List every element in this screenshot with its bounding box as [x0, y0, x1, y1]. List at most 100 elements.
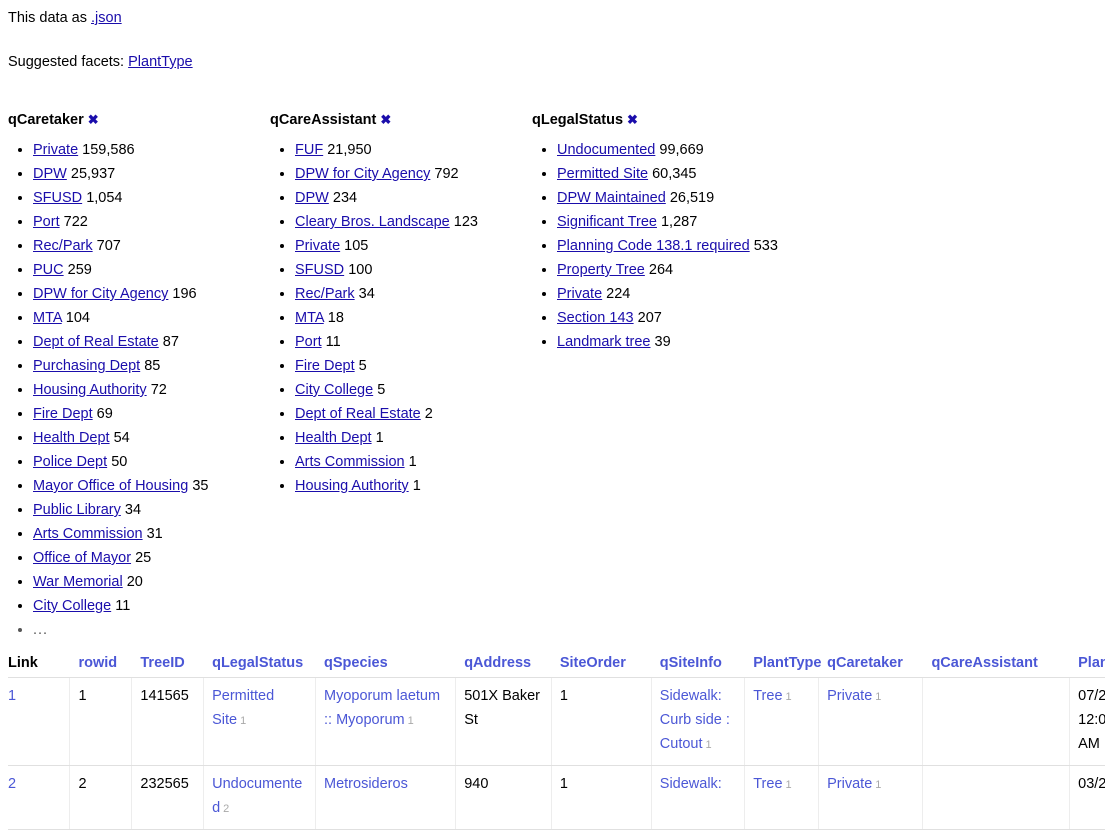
facet-item-count: 69: [96, 406, 113, 422]
json-link[interactable]: .json: [91, 10, 122, 26]
column-header-rowid[interactable]: rowid: [69, 655, 132, 678]
facet-item-count: 792: [434, 166, 459, 182]
cell-value-link[interactable]: Tree: [753, 688, 783, 704]
facet-item-link[interactable]: DPW for City Agency: [295, 166, 431, 182]
facet-item-link[interactable]: Police Dept: [33, 454, 108, 470]
column-header-qaddress[interactable]: qAddress: [455, 655, 552, 678]
facet-item: Private 105: [295, 234, 532, 258]
facet-item-link[interactable]: Housing Authority: [33, 382, 147, 398]
results-table: Link rowid TreeID qLegalStatus qSpecies …: [8, 655, 1105, 830]
facet-item-link[interactable]: Rec/Park: [295, 286, 355, 302]
cell-count: 1: [785, 691, 792, 703]
facet-item: War Memorial 20: [33, 570, 270, 594]
facet-item-link[interactable]: SFUSD: [33, 190, 83, 206]
facet-item-link[interactable]: Property Tree: [557, 262, 645, 278]
facet-item: Private 159,586: [33, 138, 270, 162]
facet-item: Fire Dept 69: [33, 402, 270, 426]
facet-item-link[interactable]: Health Dept: [295, 430, 372, 446]
facet-item-link[interactable]: Private: [557, 286, 603, 302]
facet-item: Health Dept 54: [33, 426, 270, 450]
column-header-qspecies[interactable]: qSpecies: [315, 655, 456, 678]
facet-item-link[interactable]: Office of Mayor: [33, 550, 132, 566]
facet-item-count: 34: [124, 502, 142, 518]
facet-item-link[interactable]: Mayor Office of Housing: [33, 478, 189, 494]
facet-item-link[interactable]: Cleary Bros. Landscape: [295, 214, 450, 230]
column-header-qsiteinfo[interactable]: qSiteInfo: [651, 655, 745, 678]
row-link[interactable]: 2: [8, 776, 17, 792]
cell-qcareassistant: [922, 677, 1071, 766]
facet-item-count: 159,586: [82, 142, 135, 158]
facet-item-link[interactable]: DPW for City Agency: [33, 286, 169, 302]
facet-item-link[interactable]: Public Library: [33, 502, 121, 518]
facet-item-link[interactable]: Private: [295, 238, 341, 254]
facet-item-link[interactable]: Purchasing Dept: [33, 358, 141, 374]
cell-value-link[interactable]: Tree: [753, 776, 783, 792]
facet-item: City College 5: [295, 378, 532, 402]
facet-item-link[interactable]: Planning Code 138.1 required: [557, 238, 750, 254]
cell-plantdate: 03/20/20: [1069, 765, 1105, 830]
column-header-treeid[interactable]: TreeID: [131, 655, 204, 678]
facet-item-link[interactable]: DPW: [295, 190, 329, 206]
facet-title-label: qCareAssistant: [270, 112, 377, 128]
facet-item-link[interactable]: Landmark tree: [557, 334, 651, 350]
facet-item-link[interactable]: Port: [33, 214, 60, 230]
facet-item: Section 143 207: [557, 306, 832, 330]
facet-item: FUF 21,950: [295, 138, 532, 162]
cell-planttype: Tree 1: [744, 677, 820, 766]
facet-close-icon[interactable]: ✖: [627, 112, 638, 127]
table-header-row: Link rowid TreeID qLegalStatus qSpecies …: [8, 655, 1105, 678]
facet-item: DPW for City Agency 792: [295, 162, 532, 186]
facet-item-count: 104: [65, 310, 90, 326]
results-table-wrapper[interactable]: Link rowid TreeID qLegalStatus qSpecies …: [8, 655, 1105, 830]
facet-item-link[interactable]: Rec/Park: [33, 238, 93, 254]
facet-item-link[interactable]: Fire Dept: [295, 358, 355, 374]
facet-item: Arts Commission 31: [33, 522, 270, 546]
facet-item-count: 224: [606, 286, 631, 302]
cell-value-link[interactable]: Sidewalk: Curb side : Cutout: [659, 688, 730, 752]
cell-value-link[interactable]: Permitted Site: [212, 688, 275, 728]
facet-item-link[interactable]: Dept of Real Estate: [295, 406, 421, 422]
column-header-planttype[interactable]: PlantType: [744, 655, 821, 678]
facet-item-link[interactable]: City College: [295, 382, 374, 398]
facet-item-link[interactable]: Arts Commission: [33, 526, 143, 542]
facet-item: Port 722: [33, 210, 270, 234]
facet-item-link[interactable]: Undocumented: [557, 142, 656, 158]
facet-item-link[interactable]: FUF: [295, 142, 324, 158]
cell-value-link[interactable]: Private: [827, 688, 873, 704]
facet-item-link[interactable]: DPW: [33, 166, 67, 182]
facet-item-link[interactable]: Housing Authority: [295, 478, 409, 494]
facet-item-link[interactable]: Section 143: [557, 310, 634, 326]
facet-item-link[interactable]: SFUSD: [295, 262, 345, 278]
column-header-qcareassistant[interactable]: qCareAssistant: [922, 655, 1070, 678]
facet-item-link[interactable]: Private: [33, 142, 79, 158]
facet-item-link[interactable]: MTA: [33, 310, 62, 326]
facet-title: qCaretaker ✖: [8, 112, 270, 128]
column-header-plantdate[interactable]: PlantDate: [1069, 655, 1105, 678]
cell-value-link[interactable]: Myoporum laetum :: Myoporum: [324, 688, 441, 728]
facet-item-link[interactable]: MTA: [295, 310, 324, 326]
facet-item-link[interactable]: Permitted Site: [557, 166, 649, 182]
facet-item: Fire Dept 5: [295, 354, 532, 378]
column-header-siteorder[interactable]: SiteOrder: [551, 655, 652, 678]
facet-item-link[interactable]: Arts Commission: [295, 454, 405, 470]
cell-value-link[interactable]: Sidewalk:: [659, 776, 722, 792]
cell-siteorder: 1: [551, 765, 652, 830]
facet-item-link[interactable]: City College: [33, 598, 112, 614]
facet-close-icon[interactable]: ✖: [87, 112, 99, 127]
facet-item-link[interactable]: PUC: [33, 262, 64, 278]
facet-item-link[interactable]: Significant Tree: [557, 214, 657, 230]
facet-item-link[interactable]: Fire Dept: [33, 406, 93, 422]
facet-item-link[interactable]: Dept of Real Estate: [33, 334, 159, 350]
cell-value-link[interactable]: Private: [827, 776, 873, 792]
facet-close-icon[interactable]: ✖: [380, 112, 392, 127]
column-header-qlegalstatus[interactable]: qLegalStatus: [203, 655, 316, 678]
suggested-facet-planttype-link[interactable]: PlantType: [128, 54, 193, 70]
facet-item-link[interactable]: Port: [295, 334, 322, 350]
facet-item-link[interactable]: War Memorial: [33, 574, 123, 590]
row-link[interactable]: 1: [8, 688, 17, 704]
facet-item-link[interactable]: DPW Maintained: [557, 190, 666, 206]
column-header-qcaretaker[interactable]: qCaretaker: [818, 655, 923, 678]
facet-item-link[interactable]: Health Dept: [33, 430, 110, 446]
cell-value-link[interactable]: Metrosideros: [324, 776, 408, 792]
facet-item: Significant Tree 1,287: [557, 210, 832, 234]
